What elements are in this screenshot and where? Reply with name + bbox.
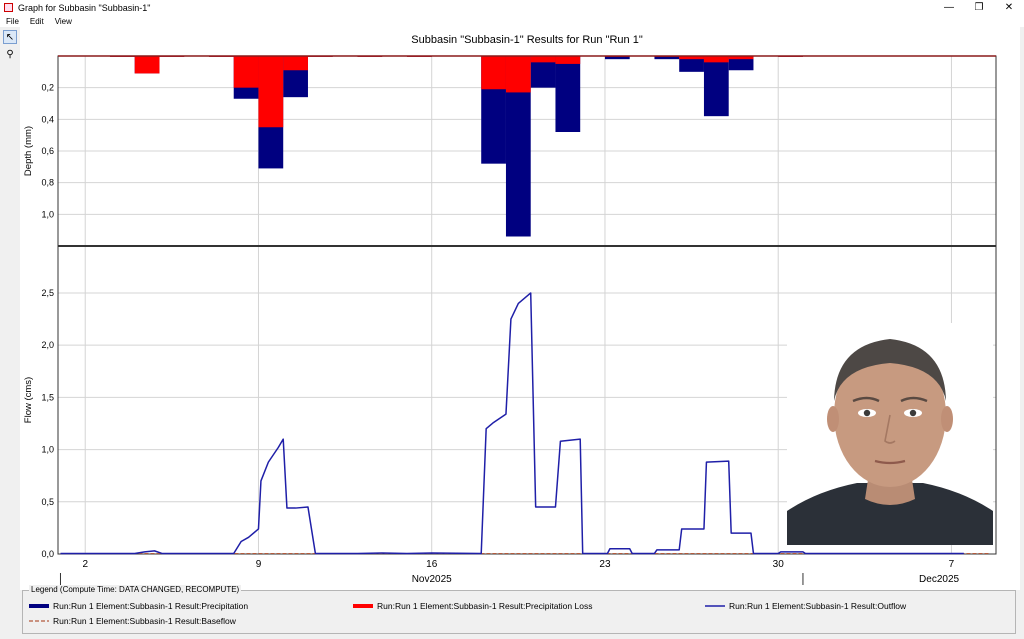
legend-swatch-precipitation — [29, 604, 49, 608]
precipitation-loss-bar-6 — [283, 56, 308, 71]
pointer-icon[interactable]: ↖ — [3, 30, 17, 44]
top-ytick-label-3: 0,8 — [41, 178, 54, 188]
window-controls: — ❐ ✕ — [934, 0, 1024, 15]
precipitation-bar-14 — [604, 56, 630, 60]
top-ylabel: Depth (mm) — [23, 126, 34, 176]
top-ytick-label-1: 0,4 — [41, 114, 54, 124]
legend-entry-baseflow: Run:Run 1 Element:Subbasin-1 Result:Base… — [29, 616, 236, 626]
legend-panel: Legend (Compute Time: DATA CHANGED, RECO… — [22, 585, 1016, 634]
legend-swatch-baseflow — [29, 620, 49, 622]
precipitation-loss-bar-18 — [728, 56, 754, 60]
legend-title: Legend (Compute Time: DATA CHANGED, RECO… — [29, 585, 242, 594]
results-chart[interactable]: Subbasin "Subbasin-1" Results for Run "R… — [20, 27, 1020, 590]
bottom-ytick-label-5: 2,5 — [41, 288, 54, 298]
restore-button[interactable]: ❐ — [974, 2, 984, 13]
app-icon — [4, 3, 13, 12]
precipitation-bar-18 — [728, 56, 754, 71]
bottom-ytick-label-0: 0,0 — [41, 549, 54, 559]
xtick-label-5: 7 — [949, 559, 955, 570]
legend-label-outflow: Run:Run 1 Element:Subbasin-1 Result:Outf… — [729, 601, 907, 611]
bottom-ytick-label-2: 1,0 — [41, 445, 54, 455]
close-button[interactable]: ✕ — [1004, 2, 1014, 13]
bottom-ytick-label-3: 1,5 — [41, 392, 54, 402]
precipitation-loss-bar-17 — [703, 56, 729, 63]
top-ytick-label-0: 0,2 — [41, 83, 54, 93]
bottom-ytick-label-1: 0,5 — [41, 497, 54, 507]
precipitation-loss-bar-1 — [134, 56, 160, 74]
bottom-ylabel: Flow (cms) — [23, 377, 34, 423]
month-label-1: Dec2025 — [919, 574, 959, 585]
graph-canvas: Subbasin "Subbasin-1" Results for Run "R… — [20, 27, 1020, 590]
legend-swatch-precipitation-loss — [353, 604, 373, 608]
legend-swatch-outflow — [705, 605, 725, 607]
legend-label-precipitation: Run:Run 1 Element:Subbasin-1 Result:Prec… — [53, 601, 249, 611]
precipitation-loss-bar-4 — [233, 56, 259, 88]
legend-entry-precipitation: Run:Run 1 Element:Subbasin-1 Result:Prec… — [29, 601, 248, 611]
window-title: Graph for Subbasin "Subbasin-1" — [18, 2, 151, 13]
month-label-0: Nov2025 — [412, 574, 452, 585]
top-ytick-label-4: 1,0 — [41, 209, 54, 219]
legend-entry-precipitation-loss: Run:Run 1 Element:Subbasin-1 Result:Prec… — [353, 601, 592, 611]
zoom-icon[interactable]: ⚲ — [6, 48, 14, 60]
precipitation-loss-bar-16 — [679, 56, 704, 60]
portrait-photo — [787, 323, 993, 545]
menu-bar: File Edit View — [0, 15, 1024, 27]
tool-palette: ↖ ⚲ — [0, 27, 20, 587]
outflow-line — [60, 292, 964, 555]
precipitation-loss-bar-11 — [505, 56, 531, 93]
precipitation-loss-bar-10 — [481, 56, 506, 90]
precipitation-bar-16 — [679, 56, 704, 72]
bottom-ytick-label-4: 2,0 — [41, 340, 54, 350]
xtick-label-2: 16 — [426, 559, 438, 570]
precipitation-loss-bar-5 — [258, 56, 284, 128]
precipitation-loss-bar-13 — [555, 56, 581, 64]
precipitation-bar-15 — [654, 56, 680, 60]
menu-file[interactable]: File — [6, 16, 19, 26]
top-ytick-label-2: 0,6 — [41, 146, 54, 156]
xtick-label-3: 23 — [599, 559, 611, 570]
legend-entry-outflow: Run:Run 1 Element:Subbasin-1 Result:Outf… — [705, 601, 906, 611]
precipitation-loss-bar-12 — [530, 56, 556, 63]
xtick-label-0: 2 — [82, 559, 88, 570]
xtick-label-4: 30 — [773, 559, 785, 570]
title-bar: Graph for Subbasin "Subbasin-1" — ❐ ✕ — [0, 0, 1024, 15]
portrait-image — [787, 323, 993, 545]
menu-view[interactable]: View — [54, 16, 72, 26]
precipitation-bar-13 — [555, 56, 581, 132]
legend-label-baseflow: Run:Run 1 Element:Subbasin-1 Result:Base… — [53, 616, 236, 626]
precipitation-bar-17 — [703, 56, 729, 117]
bottom-panel-frame — [57, 245, 997, 555]
menu-edit[interactable]: Edit — [29, 16, 44, 26]
minimize-button[interactable]: — — [944, 2, 954, 13]
chart-title: Subbasin "Subbasin-1" Results for Run "R… — [411, 34, 643, 46]
legend-label-precipitation-loss: Run:Run 1 Element:Subbasin-1 Result:Prec… — [377, 601, 593, 611]
xtick-label-1: 9 — [256, 559, 262, 570]
